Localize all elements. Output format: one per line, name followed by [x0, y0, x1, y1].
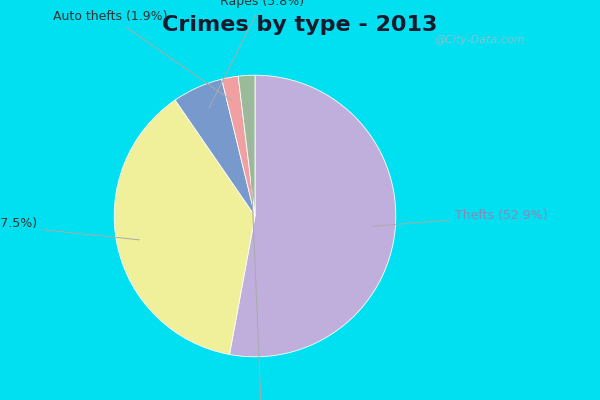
Text: Assaults (1.9%): Assaults (1.9%) — [213, 104, 311, 400]
Wedge shape — [222, 76, 255, 216]
Text: Thefts (52.9%): Thefts (52.9%) — [373, 210, 547, 226]
Text: Auto thefts (1.9%): Auto thefts (1.9%) — [53, 10, 232, 101]
Wedge shape — [175, 79, 255, 216]
Wedge shape — [229, 75, 396, 357]
Wedge shape — [238, 75, 255, 216]
Text: Rapes (5.8%): Rapes (5.8%) — [209, 0, 304, 108]
Text: Burglaries (37.5%): Burglaries (37.5%) — [0, 216, 139, 240]
Text: @City-Data.com: @City-Data.com — [434, 35, 526, 45]
Text: Crimes by type - 2013: Crimes by type - 2013 — [163, 15, 437, 35]
Wedge shape — [114, 100, 255, 354]
